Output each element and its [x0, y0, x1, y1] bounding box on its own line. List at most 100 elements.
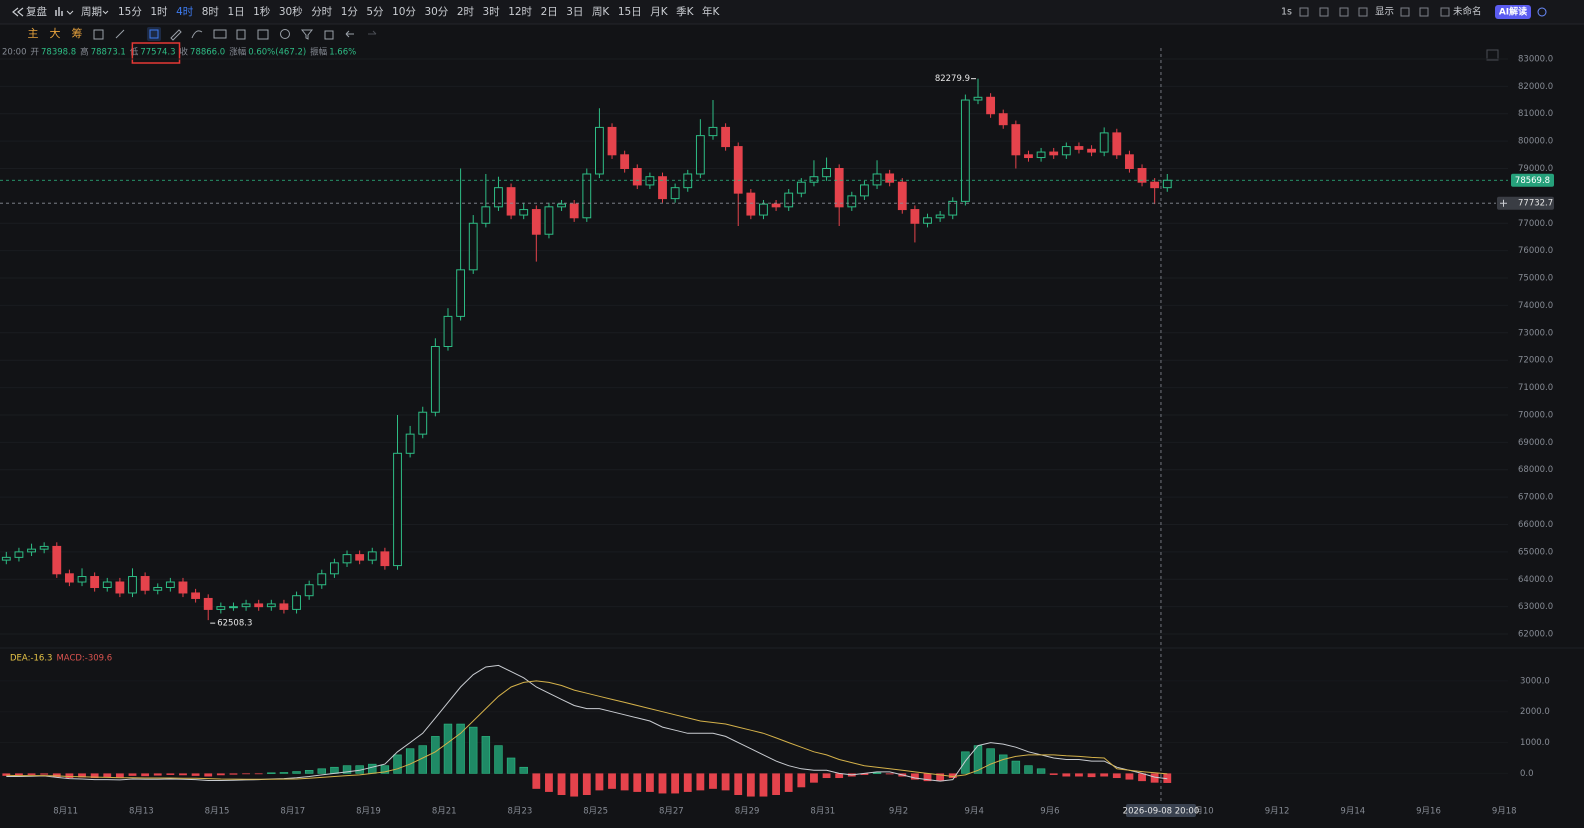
tool-icon[interactable]: [257, 29, 269, 40]
y-tick-label: 68000.0: [1518, 465, 1553, 475]
toolbar-right-item[interactable]: 1s: [1281, 7, 1292, 18]
tool-icon[interactable]: [149, 29, 159, 39]
timeframe-button[interactable]: 30秒: [279, 5, 303, 18]
y-tick-label: 80000.0: [1518, 137, 1553, 147]
tool-icon[interactable]: [236, 29, 246, 40]
y-tick-label: 83000.0: [1518, 54, 1553, 64]
macd-bar: [872, 772, 882, 774]
ai-button-bg[interactable]: [1495, 5, 1531, 19]
candle-body: [998, 113, 1008, 126]
macd-bar: [923, 773, 932, 782]
toolbar-icon[interactable]: [1419, 7, 1429, 17]
last-price-tag: [1511, 173, 1554, 187]
timeframe-button[interactable]: 3日: [566, 6, 583, 18]
macd-bar: [330, 766, 339, 774]
timeframe-button[interactable]: 2日: [541, 6, 558, 18]
timeframe-button[interactable]: 12时: [508, 6, 532, 18]
timeframe-button[interactable]: 10分: [392, 6, 416, 18]
toolbar-icon[interactable]: [1400, 7, 1410, 17]
info-label: 收: [180, 47, 189, 58]
candle-body: [809, 176, 819, 183]
macd-bar: [405, 748, 415, 774]
y-tick-label: 69000.0: [1518, 438, 1553, 448]
period-button[interactable]: 周期: [81, 6, 102, 18]
candle-body: [1049, 151, 1059, 156]
tool-icon[interactable]: [280, 29, 290, 39]
y-tick-label: 75000.0: [1518, 274, 1553, 284]
replay-button[interactable]: 复盘: [26, 5, 47, 18]
candle-body: [380, 551, 390, 567]
toolbar-icon[interactable]: [1319, 7, 1329, 17]
macd-bar: [582, 773, 591, 795]
timeframe-button[interactable]: 1分: [341, 6, 359, 18]
ai-button[interactable]: AI解读: [1499, 6, 1527, 18]
macd-bar: [304, 770, 314, 774]
tool-icon[interactable]: [170, 29, 182, 41]
timeframe-button[interactable]: 月K: [650, 6, 668, 18]
candle-body: [847, 195, 857, 208]
replay-icon[interactable]: [12, 7, 24, 17]
tool-icon[interactable]: [213, 29, 227, 39]
expand-icon[interactable]: [1486, 49, 1499, 61]
indicator-toggle[interactable]: 筹: [72, 26, 83, 40]
indicator-toggle[interactable]: 大: [50, 26, 61, 40]
info-label: 高: [80, 47, 89, 58]
timeframe-button[interactable]: 4时: [176, 6, 194, 18]
chart-type-icon[interactable]: [55, 7, 63, 16]
macd-bar: [368, 763, 377, 774]
y-tick-label: 74000.0: [1518, 301, 1553, 311]
toolbar-icon[interactable]: [1358, 7, 1368, 17]
min-price-label: 62508.3: [217, 619, 252, 629]
timeframe-button[interactable]: 30分: [424, 6, 448, 18]
tool-bar: 主大筹: [28, 26, 377, 41]
toolbar-icon[interactable]: [1440, 7, 1450, 17]
timeframe-button[interactable]: 3时: [483, 6, 501, 18]
candle-body: [897, 181, 907, 211]
candle-body: [153, 586, 163, 591]
candle-body: [279, 603, 289, 610]
timeframe-button[interactable]: 15分: [118, 6, 142, 18]
dropdown-arrow[interactable]: [66, 10, 74, 15]
macd-bar: [1049, 773, 1058, 775]
share-icon[interactable]: [1537, 7, 1547, 17]
candle-body: [796, 181, 806, 194]
timeframe-button[interactable]: 1秒: [253, 5, 271, 18]
macd-bar: [910, 773, 919, 780]
timeframe-button[interactable]: 2时: [457, 6, 475, 18]
y-tick-label: 66000.0: [1518, 520, 1553, 530]
timeframe-button[interactable]: 季K: [676, 6, 694, 18]
redo-icon[interactable]: [368, 30, 377, 35]
tool-icon[interactable]: [300, 29, 314, 40]
tool-icon[interactable]: [191, 30, 203, 39]
candle-body: [860, 184, 869, 197]
dropdown-arrow[interactable]: [102, 10, 109, 15]
candle-body: [960, 99, 970, 202]
toolbar-icon[interactable]: [1339, 7, 1349, 17]
tool-icon[interactable]: [93, 29, 104, 40]
macd-bar: [1112, 773, 1121, 779]
info-label: 涨幅: [229, 47, 247, 58]
timeframe-button[interactable]: 1时: [150, 6, 168, 18]
tool-icon[interactable]: [324, 30, 334, 40]
macd-bar: [961, 751, 970, 774]
macd-bar: [671, 773, 680, 794]
undo-icon[interactable]: [345, 30, 354, 38]
macd-bar: [1024, 765, 1033, 774]
macd-bar: [128, 773, 137, 776]
candle-body: [342, 554, 352, 564]
timeframe-button[interactable]: 周K: [592, 6, 610, 18]
toolbar-icon[interactable]: [1299, 7, 1309, 17]
timeframe-button[interactable]: 5分: [366, 6, 384, 18]
toolbar-right-item[interactable]: 显示: [1375, 7, 1394, 18]
timeframe-button[interactable]: 年K: [702, 5, 720, 18]
info-label: 振幅: [310, 47, 328, 58]
timeframe-button[interactable]: 分时: [311, 6, 332, 18]
indicator-toggle[interactable]: 主: [28, 27, 39, 40]
tool-icon[interactable]: [115, 29, 125, 39]
crosshair-plus[interactable]: [1500, 199, 1507, 207]
macd-bar: [78, 773, 86, 778]
timeframe-button[interactable]: 15日: [618, 6, 642, 18]
timeframe-button[interactable]: 8时: [202, 6, 220, 18]
toolbar-right-item[interactable]: 未命名: [1453, 6, 1482, 18]
timeframe-button[interactable]: 1日: [227, 6, 244, 18]
